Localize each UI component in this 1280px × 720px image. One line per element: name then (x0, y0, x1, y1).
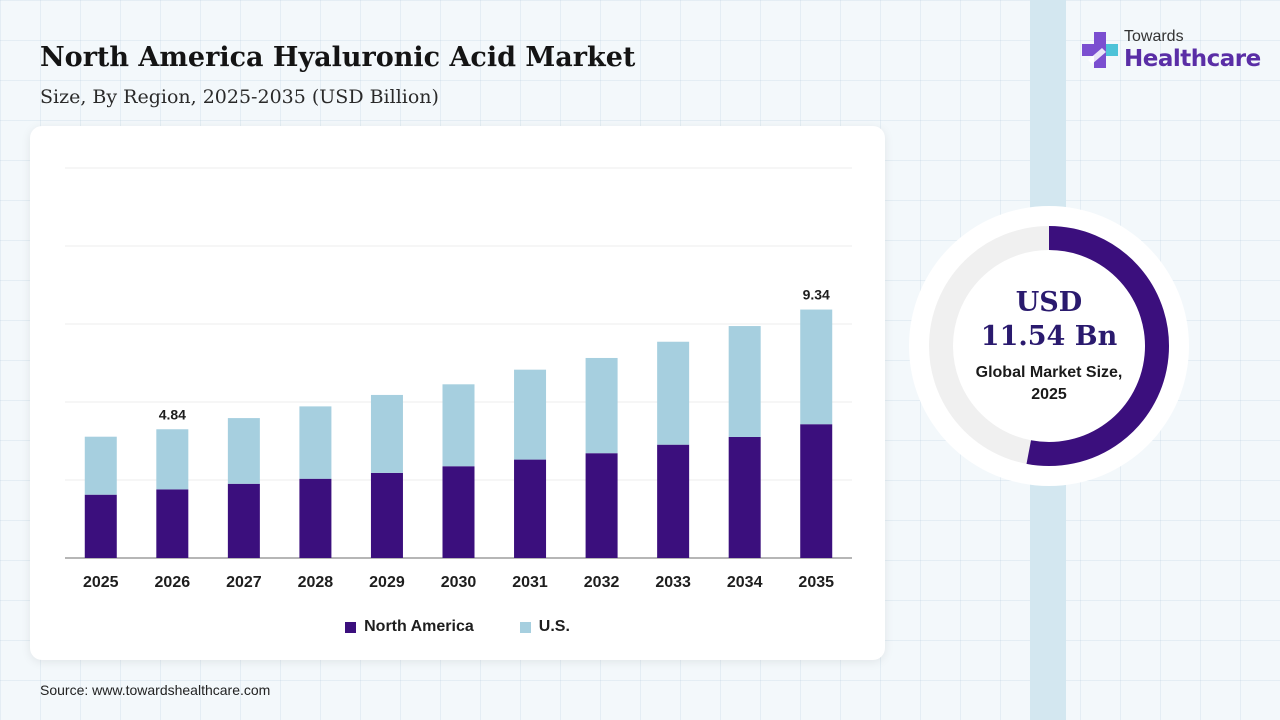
legend-label-us: U.S. (538, 618, 570, 635)
chart-card: 2025 2026 4.84 2027 2028 2029 2030 2031 2032 2033… (30, 126, 885, 660)
bar-us-2029 (370, 394, 403, 473)
bar-us-2034 (728, 326, 761, 437)
donut-inner-disc (954, 251, 1144, 441)
x-tick-label-2035: 2035 (798, 574, 834, 591)
x-tick-label-2032: 2032 (584, 574, 620, 591)
bar-north-america-2032 (585, 453, 618, 558)
chart-legend: North America U.S. (30, 616, 885, 638)
bar-north-america-2025 (84, 494, 117, 558)
chart-subtitle: Size, By Region, 2025-2035 (USD Billion) (40, 86, 439, 108)
legend-label-north-america: North America (364, 618, 474, 635)
bar-us-2031 (514, 369, 547, 460)
logo-cross-icon (1082, 32, 1118, 68)
x-tick-label-2029: 2029 (369, 574, 405, 591)
brand-logo: Towards Healthcare (1080, 26, 1261, 82)
bar-us-2026 (156, 429, 189, 490)
chart-title: North America Hyaluronic Acid Market (40, 42, 636, 73)
donut-center: USD 11.54 Bn Global Market Size, 2025 (907, 204, 1191, 488)
bar-us-2025 (84, 436, 117, 495)
legend-item-us: U.S. (519, 618, 570, 636)
bar-north-america-2029 (370, 472, 403, 558)
x-tick-label-2028: 2028 (298, 574, 334, 591)
bar-north-america-2027 (227, 483, 260, 558)
bar-north-america-2034 (728, 436, 761, 558)
bar-us-2027 (227, 418, 260, 484)
bar-north-america-2031 (514, 459, 547, 558)
donut-caption: Global Market Size, 2025 (975, 364, 1123, 403)
x-tick-label-2025: 2025 (83, 574, 119, 591)
bar-north-america-2026 (156, 489, 189, 558)
bar-north-america-2033 (657, 444, 690, 558)
x-tick-label-2034: 2034 (727, 574, 763, 591)
donut-value-currency: USD (1015, 287, 1083, 318)
bar-north-america-2030 (442, 466, 475, 558)
donut-fill-arc (1026, 226, 1169, 466)
data-label-2035: 9.34 (803, 287, 830, 303)
source-note: Source: www.towardshealthcare.com (40, 682, 271, 698)
donut-value-amount: 11.54 Bn (980, 321, 1118, 352)
x-tick-label-2026: 2026 (155, 574, 191, 591)
stacked-bar-chart: 2025 2026 4.84 2027 2028 2029 2030 2031 2032 2033… (65, 167, 852, 591)
donut-chart (909, 206, 1189, 486)
x-tick-label-2033: 2033 (655, 574, 691, 591)
market-size-donut: USD 11.54 Bn Global Market Size, 2025 (907, 204, 1191, 488)
bar-north-america-2028 (299, 478, 332, 558)
x-tick-label-2031: 2031 (512, 574, 548, 591)
bar-us-2033 (657, 341, 690, 445)
legend-swatch-us (519, 621, 531, 633)
data-label-2026: 4.84 (159, 406, 186, 422)
bar-us-2035 (800, 309, 833, 425)
x-tick-label-2027: 2027 (226, 574, 262, 591)
bar-us-2028 (299, 406, 332, 479)
legend-swatch-north-america (345, 621, 357, 633)
bar-north-america-2035 (800, 424, 833, 558)
logo-text-top: Towards (1124, 28, 1184, 45)
logo-text-main: Healthcare (1124, 46, 1261, 72)
bar-us-2030 (442, 384, 475, 467)
bar-us-2032 (585, 357, 618, 454)
legend-item-north-america: North America (345, 618, 474, 636)
x-tick-label-2030: 2030 (441, 574, 477, 591)
